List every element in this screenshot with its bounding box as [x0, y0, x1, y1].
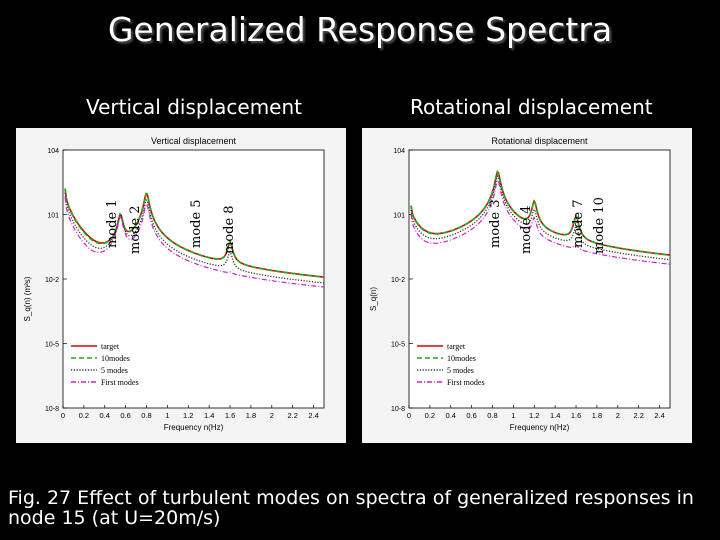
legend-item: target: [447, 342, 466, 351]
x-tick-label: 1: [511, 411, 515, 420]
legend-box: [68, 338, 150, 392]
x-tick-label: 0.4: [446, 411, 456, 420]
y-tick-label: 101: [47, 213, 59, 220]
y-tick-label: 10-2: [45, 277, 59, 284]
x-tick-label: 0: [407, 411, 411, 420]
legend-item: 10modes: [447, 354, 476, 363]
x-tick-label: 0.8: [141, 411, 151, 420]
legend-item: 5 modes: [101, 366, 128, 375]
slide-title: Generalized Response Spectra: [107, 10, 613, 49]
subtitle-vertical: Vertical displacement: [86, 95, 303, 119]
x-axis-label: Frequency n(Hz): [164, 423, 224, 432]
series-line-5modes: [410, 174, 671, 261]
x-tick-label: 0.6: [120, 411, 130, 420]
legend-item: target: [101, 342, 120, 351]
x-tick-label: 0.2: [425, 411, 435, 420]
x-tick-label: 0: [61, 411, 65, 420]
x-tick-label: 2.4: [308, 411, 318, 420]
series-line-first: [64, 197, 325, 288]
x-tick-label: 2.2: [287, 411, 297, 420]
series-line-10modes: [410, 170, 671, 256]
x-tick-label: 2: [270, 411, 274, 420]
x-tick-label: 0.2: [79, 411, 89, 420]
x-axis-label: Frequency n(Hz): [510, 423, 570, 432]
y-axis-label: S_q(n) (m²s): [23, 276, 32, 321]
chart-inner-title: Vertical displacement: [151, 136, 237, 146]
mode-label: mode 3: [487, 199, 503, 248]
x-tick-label: 1.8: [246, 411, 256, 420]
x-tick-label: 0.4: [100, 411, 110, 420]
x-tick-label: 1.2: [183, 411, 193, 420]
x-tick-label: 1: [165, 411, 169, 420]
series-line-first: [410, 179, 671, 265]
legend-item: 5 modes: [447, 366, 474, 375]
x-tick-label: 1.6: [225, 411, 235, 420]
figure-caption: Fig. 27 Effect of turbulent modes on spe…: [8, 487, 694, 529]
chart-rotational-displacement: Rotational displacement 10-8 10-5 10-2 101 10…: [362, 128, 692, 443]
x-tick-label: 0.6: [466, 411, 476, 420]
x-tick-label: 1.6: [571, 411, 581, 420]
series-line-5modes: [64, 192, 325, 284]
y-tick-label: 104: [47, 148, 59, 155]
y-tick-label: 10-8: [45, 406, 59, 413]
chart-inner-title: Rotational displacement: [491, 136, 588, 146]
y-tick-label: 10-5: [391, 342, 405, 349]
x-tick-label: 1.4: [550, 411, 560, 420]
y-axis-label: S_q(n): [369, 287, 378, 311]
legend-box: [414, 338, 496, 392]
x-tick-label: 1.8: [592, 411, 602, 420]
legend-item: 10modes: [101, 354, 130, 363]
chart-vertical-svg: Vertical displacement 10-8 10-5 10-2 101 104 0…: [23, 136, 325, 432]
mode-label: mode 2: [128, 205, 144, 254]
x-tick-label: 2.2: [633, 411, 643, 420]
x-tick-label: 1.4: [204, 411, 214, 420]
y-tick-label: 104: [393, 148, 405, 155]
x-tick-label: 0.8: [487, 411, 497, 420]
series-line-10modes: [64, 188, 325, 278]
y-tick-label: 101: [393, 213, 405, 220]
x-tick-label: 2: [616, 411, 620, 420]
x-tick-label: 1.2: [529, 411, 539, 420]
legend-item: First modes: [101, 378, 139, 387]
legend-item: First modes: [447, 378, 485, 387]
x-tick-label: 2.4: [654, 411, 664, 420]
mode-label: mode 1: [105, 199, 121, 248]
mode-label: mode 4: [519, 205, 535, 254]
mode-label: mode 8: [222, 205, 238, 254]
y-tick-label: 10-2: [391, 277, 405, 284]
mode-label: mode 10: [592, 197, 608, 254]
y-tick-label: 10-8: [391, 406, 405, 413]
mode-label: mode 5: [188, 199, 204, 248]
y-tick-label: 10-5: [45, 342, 59, 349]
chart-rotational-svg: Rotational displacement10-810-510-210110…: [369, 136, 671, 432]
chart-vertical-displacement: Vertical displacement 10-8 10-5 10-2 101 104 0…: [16, 128, 346, 443]
subtitle-rotational: Rotational displacement: [410, 95, 653, 119]
mode-label: mode 7: [571, 199, 587, 248]
